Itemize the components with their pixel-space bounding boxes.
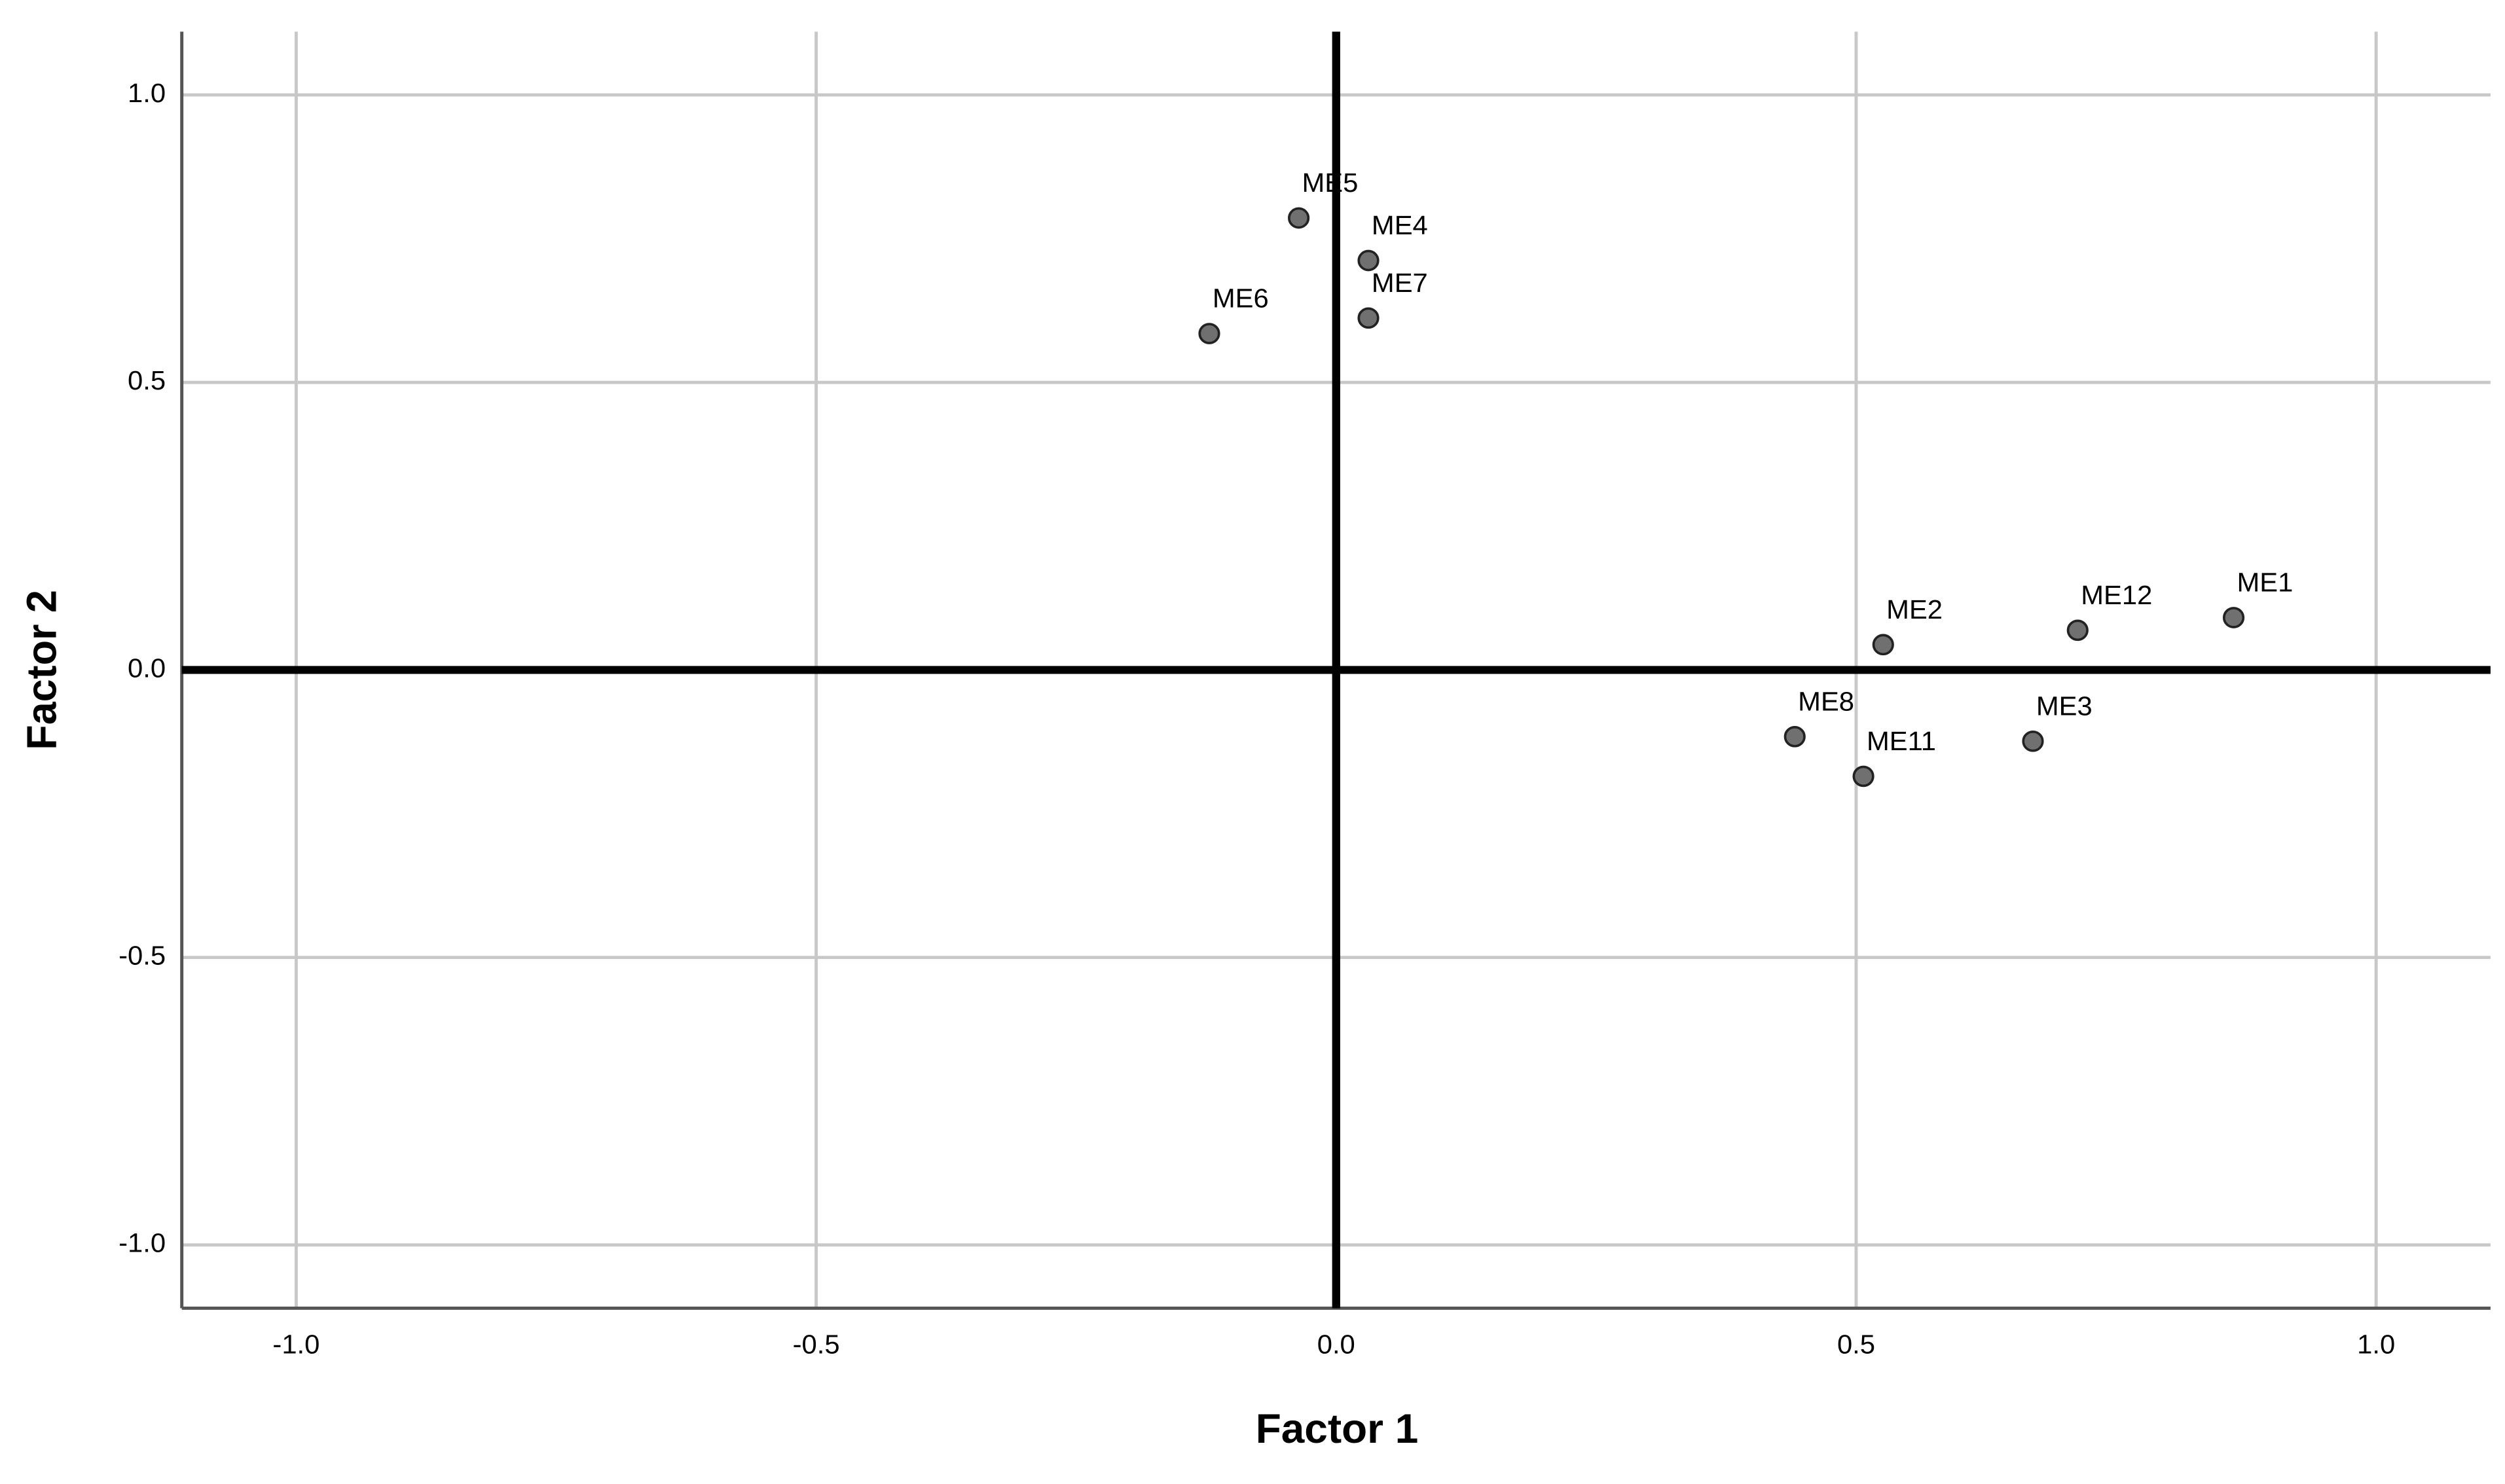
point <box>1198 323 1220 344</box>
point-label: ME12 <box>2081 579 2152 610</box>
y-tick-label: 0.0 <box>128 653 166 683</box>
y-tick-label: 0.5 <box>128 365 166 395</box>
point-label: ME5 <box>1302 167 1359 198</box>
y-tick-label: -0.5 <box>119 940 166 971</box>
point-label: ME8 <box>1798 686 1854 717</box>
x-tick-label: -0.5 <box>793 1329 840 1360</box>
point-label: ME6 <box>1213 283 1269 314</box>
y-tick-label: -1.0 <box>119 1227 166 1258</box>
point <box>2066 619 2089 642</box>
point-label: ME7 <box>1372 267 1428 298</box>
point <box>1872 634 1894 656</box>
point-label: ME3 <box>2036 691 2093 721</box>
point <box>1357 307 1380 329</box>
x-tick-label: 0.0 <box>1317 1329 1355 1360</box>
point-label: ME2 <box>1886 594 1943 624</box>
point <box>1852 765 1874 787</box>
point-label: ME1 <box>2237 567 2293 598</box>
y-tick-label: 1.0 <box>128 77 166 108</box>
point <box>2222 607 2245 628</box>
point <box>1783 725 1806 748</box>
x-axis-title: Factor 1 <box>1256 1406 1418 1451</box>
x-tick-label: -1.0 <box>272 1329 320 1360</box>
point-label: ME11 <box>1867 725 1936 756</box>
x-tick-label: 1.0 <box>2357 1329 2395 1360</box>
point <box>1288 207 1310 229</box>
y-axis-title: Factor 2 <box>19 590 65 750</box>
x-tick-label: 0.5 <box>1837 1329 1875 1360</box>
point <box>2022 731 2044 752</box>
point-label: ME4 <box>1372 209 1428 240</box>
point <box>1357 249 1380 272</box>
